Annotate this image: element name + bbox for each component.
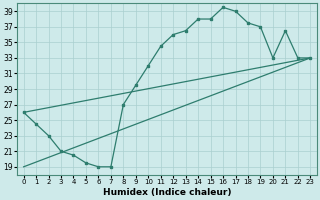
X-axis label: Humidex (Indice chaleur): Humidex (Indice chaleur) — [103, 188, 231, 197]
